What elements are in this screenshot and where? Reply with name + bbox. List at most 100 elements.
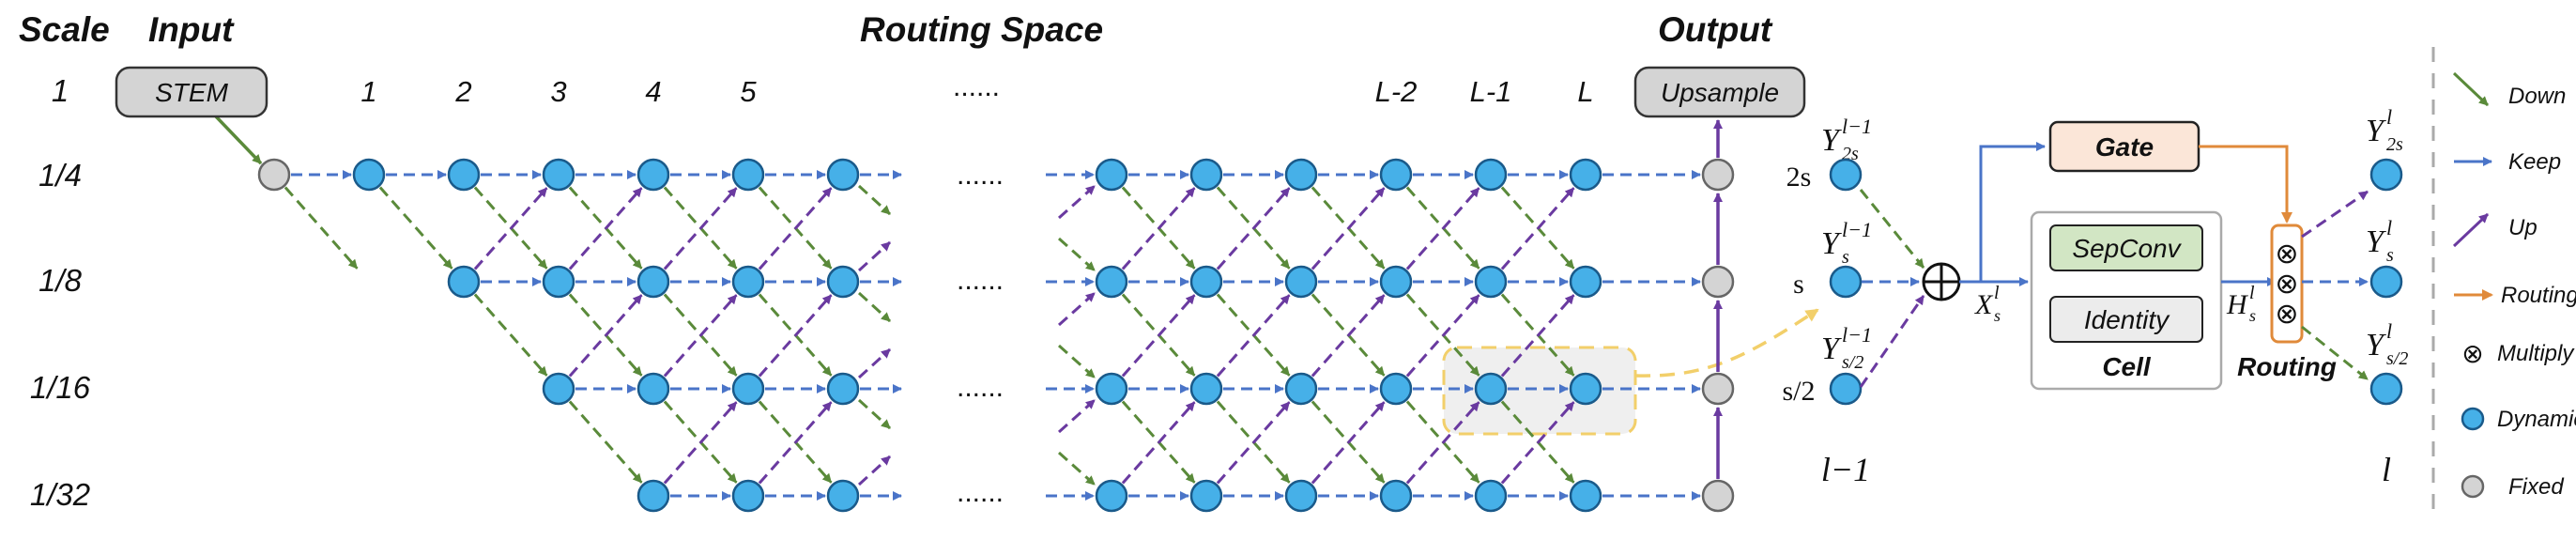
sepconv-label: SepConv xyxy=(2072,234,2182,263)
cell-label: Cell xyxy=(2102,352,2152,381)
fixed-node xyxy=(1701,158,1735,192)
dynamic-node xyxy=(1189,479,1223,513)
svg-text:s/2: s/2 xyxy=(1842,352,1863,373)
legend-multiply-icon: ⊗ xyxy=(2461,340,2483,369)
up-edge-stub xyxy=(1057,291,1096,327)
svg-text:s: s xyxy=(2249,306,2256,325)
routing-out-down xyxy=(2301,325,2369,381)
up-edge xyxy=(1121,187,1196,270)
up-edge xyxy=(1405,401,1480,485)
dynamic-node xyxy=(636,372,670,406)
layer-index-3: 3 xyxy=(550,75,566,108)
routing-nodes xyxy=(257,158,1735,513)
layer-index-2: 2 xyxy=(454,75,471,108)
legend-down-label: Down xyxy=(2508,84,2566,109)
dynamic-node xyxy=(542,158,575,192)
up-edge xyxy=(663,187,738,270)
dynamic-node xyxy=(542,265,575,299)
header-output: Output xyxy=(1658,10,1773,49)
highlight-region xyxy=(1442,346,1637,436)
legend-keep-label: Keep xyxy=(2508,149,2561,175)
down-edge xyxy=(284,186,359,270)
identity-label: Identity xyxy=(2084,305,2170,334)
dynamic-node xyxy=(1095,158,1128,192)
layer-index-ellipsis: ...... xyxy=(953,71,1000,102)
down-edge-stub xyxy=(857,291,892,323)
detail-scale-s-half: s/2 xyxy=(1782,376,1815,407)
routing-edges xyxy=(214,115,1723,501)
row-ellipsis-32: ...... xyxy=(957,477,1004,508)
upsample-label: Upsample xyxy=(1661,78,1779,107)
legend-up-icon xyxy=(2452,212,2490,248)
up-edge xyxy=(663,294,738,378)
layer-index-L-2: L-2 xyxy=(1375,75,1418,108)
svg-text:l−1: l−1 xyxy=(1842,115,1872,138)
scale-label-8: 1/8 xyxy=(38,263,83,298)
detail-dynamic-node xyxy=(1829,265,1863,299)
legend-up-label: Up xyxy=(2508,215,2538,240)
dynamic-node xyxy=(1284,265,1318,299)
label-x: X l s xyxy=(1974,283,2001,325)
detail-arrow-up xyxy=(1859,295,1925,388)
row-ellipsis-4: ...... xyxy=(957,160,1004,191)
detail-nodes xyxy=(1829,158,2403,406)
svg-text:s: s xyxy=(2386,245,2394,266)
up-edge xyxy=(1500,401,1575,485)
down-edge-stub xyxy=(857,184,892,216)
svg-text:l: l xyxy=(2386,216,2392,239)
dynamic-node xyxy=(636,479,670,513)
svg-text:s/2: s/2 xyxy=(2386,348,2408,369)
label-y-out-half: Y l s/2 xyxy=(2366,319,2408,369)
up-edge-stub xyxy=(857,455,892,486)
up-edge xyxy=(1405,187,1480,270)
svg-text:l−1: l−1 xyxy=(1842,218,1872,241)
detail-dynamic-node xyxy=(2369,265,2403,299)
multiply-symbol-top: ⊗ xyxy=(2275,239,2298,270)
up-edge-stub xyxy=(857,347,892,379)
up-edge xyxy=(1405,294,1480,378)
sum-node xyxy=(1922,262,1961,301)
up-edge xyxy=(1216,294,1291,378)
up-edge xyxy=(1216,187,1291,270)
dynamic-node xyxy=(1189,372,1223,406)
zoom-arrow xyxy=(1634,308,1819,378)
detail-dynamic-node xyxy=(2369,372,2403,406)
legend: Down Keep Up Routing ⊗ Multiply Dynamic … xyxy=(2452,71,2576,500)
fixed-node xyxy=(257,158,291,192)
legend-dynamic-icon xyxy=(2461,407,2485,431)
down-edge-stub xyxy=(1057,237,1096,272)
dynamic-node xyxy=(731,265,765,299)
svg-text:l: l xyxy=(2386,105,2392,129)
dynamic-node xyxy=(826,372,860,406)
fixed-node xyxy=(1701,265,1735,299)
dynamic-node xyxy=(731,158,765,192)
header-input: Input xyxy=(148,10,235,49)
layer-index-1: 1 xyxy=(360,75,376,108)
multiply-symbol-bottom: ⊗ xyxy=(2275,299,2298,330)
stem-arrow xyxy=(214,115,263,165)
dynamic-node xyxy=(542,372,575,406)
dynamic-node xyxy=(1284,158,1318,192)
up-edge xyxy=(1311,294,1386,378)
dynamic-node xyxy=(636,158,670,192)
layer-index-4: 4 xyxy=(645,75,661,108)
svg-text:l: l xyxy=(1994,283,2000,303)
up-edge xyxy=(1311,401,1386,485)
detail-dynamic-node xyxy=(1829,372,1863,406)
routing-box xyxy=(2270,224,2304,344)
dynamic-node xyxy=(447,158,481,192)
stem-label: STEM xyxy=(155,78,228,107)
routing-out-up xyxy=(2301,190,2369,239)
layer-index-L: L xyxy=(1577,75,1593,108)
label-y-prev-2s: Y l−1 2s xyxy=(1821,115,1872,164)
svg-text:Y: Y xyxy=(1821,226,1842,261)
label-y-out-2s: Y l 2s xyxy=(2366,105,2403,155)
scale-label-32: 1/32 xyxy=(30,477,90,512)
header-scale: Scale xyxy=(19,10,110,49)
up-edge xyxy=(1500,294,1575,378)
dynamic-node xyxy=(1189,265,1223,299)
label-y-out-s: Y l s xyxy=(2366,216,2394,266)
dynamic-node xyxy=(1379,479,1413,513)
